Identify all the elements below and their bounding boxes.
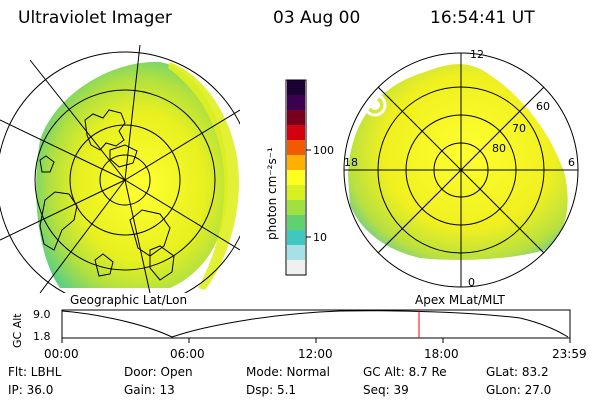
colorbar-segment — [287, 215, 305, 231]
colorbar-segment — [287, 230, 305, 246]
alt-ytick-1-8: 1.8 — [33, 330, 51, 343]
colorbar-segment — [287, 125, 305, 141]
apex-image: 12 18 6 0 60 70 80 — [343, 48, 579, 289]
colorbar-segment — [287, 80, 305, 96]
mlt-label-12: 12 — [470, 48, 484, 61]
info-door: Door: Open — [124, 365, 193, 379]
colorbar: 100 10 photon cm⁻²s⁻¹ — [265, 79, 334, 276]
geographic-image — [0, 45, 240, 293]
lat-label-70: 70 — [512, 122, 526, 135]
alt-xtick-2359: 23:59 — [552, 347, 587, 361]
colorbar-segment — [287, 260, 305, 276]
colorbar-segment — [287, 245, 305, 261]
colorbar-segment — [287, 170, 305, 186]
altitude-curve — [61, 310, 569, 338]
info-glat: GLat: 83.2 — [486, 365, 549, 379]
colorbar-segment — [287, 140, 305, 156]
colorbar-unit: photon cm⁻²s⁻¹ — [265, 147, 279, 240]
alt-xtick-1800: 18:00 — [424, 347, 459, 361]
info-flt: Flt: LBHL — [8, 365, 62, 379]
aurora-emission-apex — [348, 64, 568, 260]
lat-label-60: 60 — [536, 100, 550, 113]
colorbar-segment — [287, 185, 305, 201]
colorbar-segment — [287, 95, 305, 111]
info-seq: Seq: 39 — [363, 383, 409, 397]
info-glon: GLon: 27.0 — [486, 383, 552, 397]
alt-xtick-1200: 12:00 — [298, 347, 333, 361]
info-dsp: Dsp: 5.1 — [246, 383, 297, 397]
aurora-emission-geo — [36, 61, 229, 289]
apex-panel-label: Apex MLat/MLT — [415, 293, 505, 307]
colorbar-segment — [287, 110, 305, 126]
limb-crescent — [168, 62, 240, 290]
colorbar-segment — [287, 155, 305, 171]
alt-ylabel: GC Alt — [11, 313, 24, 348]
colorbar-tick-10: 10 — [313, 231, 327, 244]
mlt-label-18: 18 — [344, 156, 358, 169]
alt-ytick-9: 9.0 — [33, 308, 51, 321]
alt-xtick-0600: 06:00 — [170, 347, 205, 361]
instrument-title: Ultraviolet Imager — [18, 8, 172, 28]
date-label: 03 Aug 00 — [273, 8, 361, 28]
info-mode: Mode: Normal — [246, 365, 330, 379]
mlt-label-6: 6 — [568, 156, 575, 169]
colorbar-gradient — [287, 80, 305, 276]
colorbar-tick-100: 100 — [313, 144, 334, 157]
info-gc-alt: GC Alt: 8.7 Re — [363, 365, 447, 379]
lat-label-80: 80 — [492, 142, 506, 155]
info-ip: IP: 36.0 — [8, 383, 54, 397]
colorbar-segment — [287, 200, 305, 216]
altitude-plot: 9.0 1.8 GC Alt 00:00 06:00 12:00 18:00 2… — [11, 308, 587, 361]
coastlines — [39, 109, 175, 281]
geographic-panel-label: Geographic Lat/Lon — [70, 293, 188, 307]
apex-grid — [343, 52, 579, 288]
time-label: 16:54:41 UT — [430, 8, 535, 28]
alt-xtick-0000: 00:00 — [44, 347, 79, 361]
geo-grid — [0, 45, 240, 293]
mlt-label-0: 0 — [468, 276, 475, 289]
info-gain: Gain: 13 — [124, 383, 175, 397]
